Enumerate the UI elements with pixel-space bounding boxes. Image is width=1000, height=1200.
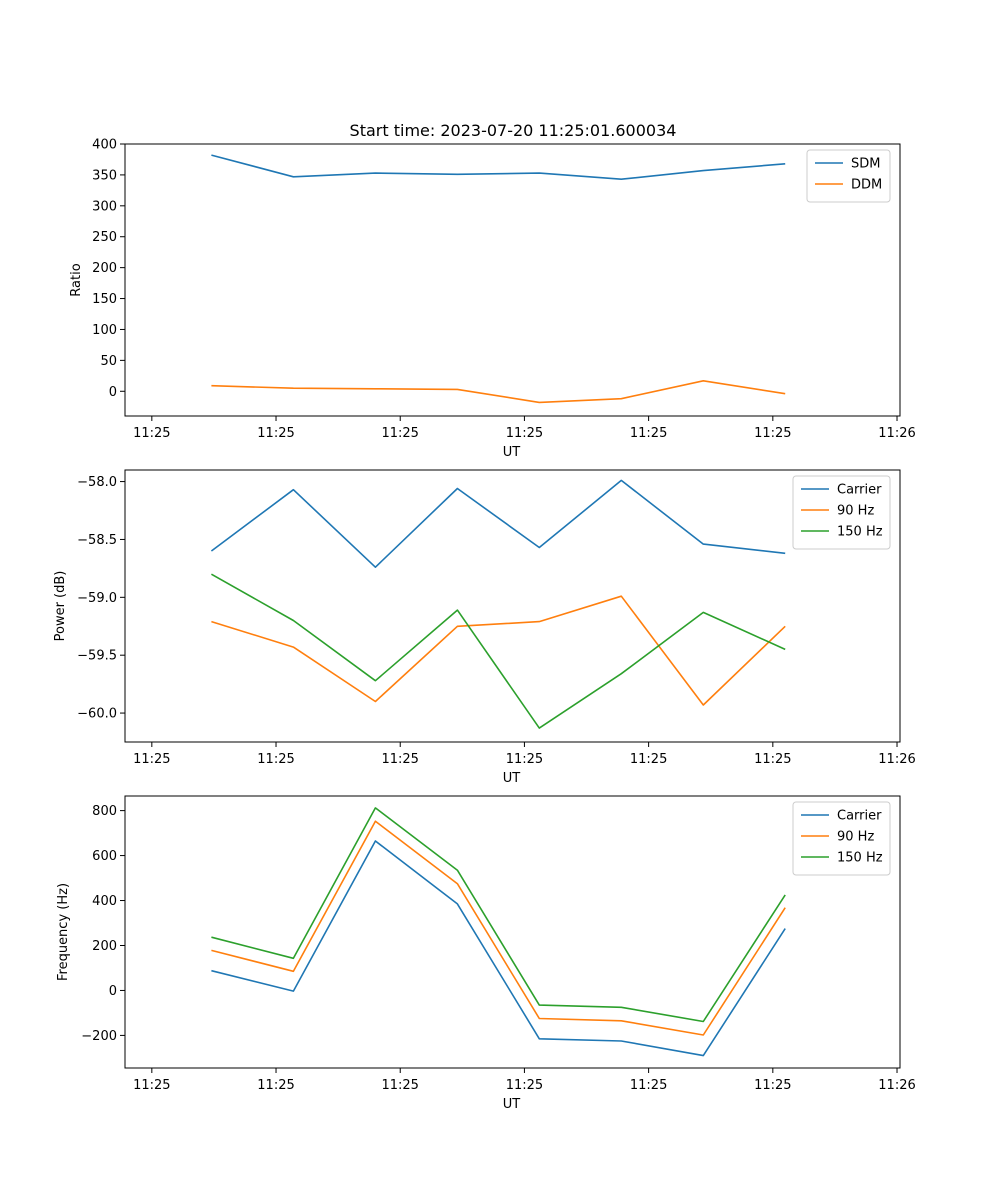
y-axis-label: Power (dB)	[53, 571, 68, 642]
figure: Start time: 2023-07-20 11:25:01.600034 1…	[0, 0, 1000, 1200]
legend-label-carrier: Carrier	[837, 483, 882, 498]
series-line-carrier	[211, 480, 785, 567]
axes-frame	[125, 470, 900, 742]
x-tick-label: 11:25	[381, 1078, 418, 1093]
x-tick-label: 11:25	[133, 426, 170, 441]
x-tick-label: 11:25	[133, 1078, 170, 1093]
x-tick-label: 11:25	[754, 426, 791, 441]
x-tick-label: 11:25	[630, 752, 667, 767]
y-axis-label: Frequency (Hz)	[56, 883, 71, 981]
legend: Carrier 90 Hz 150 Hz	[793, 476, 890, 549]
x-tick-label: 11:25	[133, 752, 170, 767]
y-tick-label: 0	[109, 385, 117, 400]
x-tick-label: 11:25	[630, 426, 667, 441]
x-tick-label: 11:25	[506, 1078, 543, 1093]
x-tick-label: 11:25	[381, 426, 418, 441]
series-line-ddm	[211, 381, 785, 403]
x-tick-label: 11:25	[257, 426, 294, 441]
y-tick-label: 100	[92, 323, 117, 338]
legend: Carrier 90 Hz 150 Hz	[793, 802, 890, 875]
x-tick-label: 11:26	[878, 1078, 915, 1093]
x-axis-label: UT	[503, 771, 521, 786]
legend-label-sdm: SDM	[851, 157, 880, 172]
y-tick-label: −59.5	[77, 649, 117, 664]
y-tick-label: −58.5	[77, 533, 117, 548]
series-line-150-hz	[211, 808, 785, 1022]
x-tick-label: 11:25	[630, 1078, 667, 1093]
y-tick-label: 400	[92, 894, 117, 909]
axes-frame	[125, 144, 900, 416]
x-tick-label: 11:26	[878, 752, 915, 767]
legend-label-90-hz: 90 Hz	[837, 504, 874, 519]
series-line-carrier	[211, 841, 785, 1056]
y-axis-label: Ratio	[69, 263, 84, 296]
x-tick-label: 11:25	[381, 752, 418, 767]
series-line-150-hz	[211, 574, 785, 728]
y-tick-label: 600	[92, 849, 117, 864]
x-tick-label: 11:25	[754, 1078, 791, 1093]
ratio-panel: 11:25 11:25 11:25 11:25 11:25 11:25 11:26 400 35…	[69, 138, 916, 461]
x-tick-label: 11:25	[506, 426, 543, 441]
y-tick-label: −59.0	[77, 591, 117, 606]
legend-label-ddm: DDM	[851, 178, 882, 193]
x-tick-label: 11:25	[754, 752, 791, 767]
x-tick-label: 11:25	[257, 752, 294, 767]
legend: SDM DDM	[807, 150, 890, 202]
frequency-panel: 11:25 11:25 11:25 11:25 11:25 11:25 11:26 800 60…	[56, 796, 916, 1112]
x-axis-label: UT	[503, 1097, 521, 1112]
y-tick-label: −200	[81, 1029, 117, 1044]
y-tick-label: 150	[92, 292, 117, 307]
y-tick-label: 0	[109, 984, 117, 999]
y-tick-label: −58.0	[77, 475, 117, 490]
power-panel: 11:25 11:25 11:25 11:25 11:25 11:25 11:26 −58.0…	[53, 470, 916, 786]
y-tick-label: 200	[92, 939, 117, 954]
series-line-90-hz	[211, 596, 785, 705]
y-tick-label: 300	[92, 199, 117, 214]
series-line-90-hz	[211, 821, 785, 1035]
legend-label-carrier: Carrier	[837, 809, 882, 824]
y-tick-label: 50	[100, 354, 117, 369]
legend-label-90-hz: 90 Hz	[837, 830, 874, 845]
legend-label-150-hz: 150 Hz	[837, 851, 883, 866]
series-line-sdm	[211, 155, 785, 179]
x-tick-label: 11:25	[506, 752, 543, 767]
y-tick-label: 400	[92, 138, 117, 153]
figure-title: Start time: 2023-07-20 11:25:01.600034	[350, 121, 677, 140]
x-tick-label: 11:26	[878, 426, 915, 441]
y-tick-label: 800	[92, 804, 117, 819]
y-tick-label: 250	[92, 230, 117, 245]
y-tick-label: 200	[92, 261, 117, 276]
y-tick-label: 350	[92, 168, 117, 183]
legend-label-150-hz: 150 Hz	[837, 525, 883, 540]
x-axis-label: UT	[503, 445, 521, 460]
y-tick-label: −60.0	[77, 707, 117, 722]
x-tick-label: 11:25	[257, 1078, 294, 1093]
